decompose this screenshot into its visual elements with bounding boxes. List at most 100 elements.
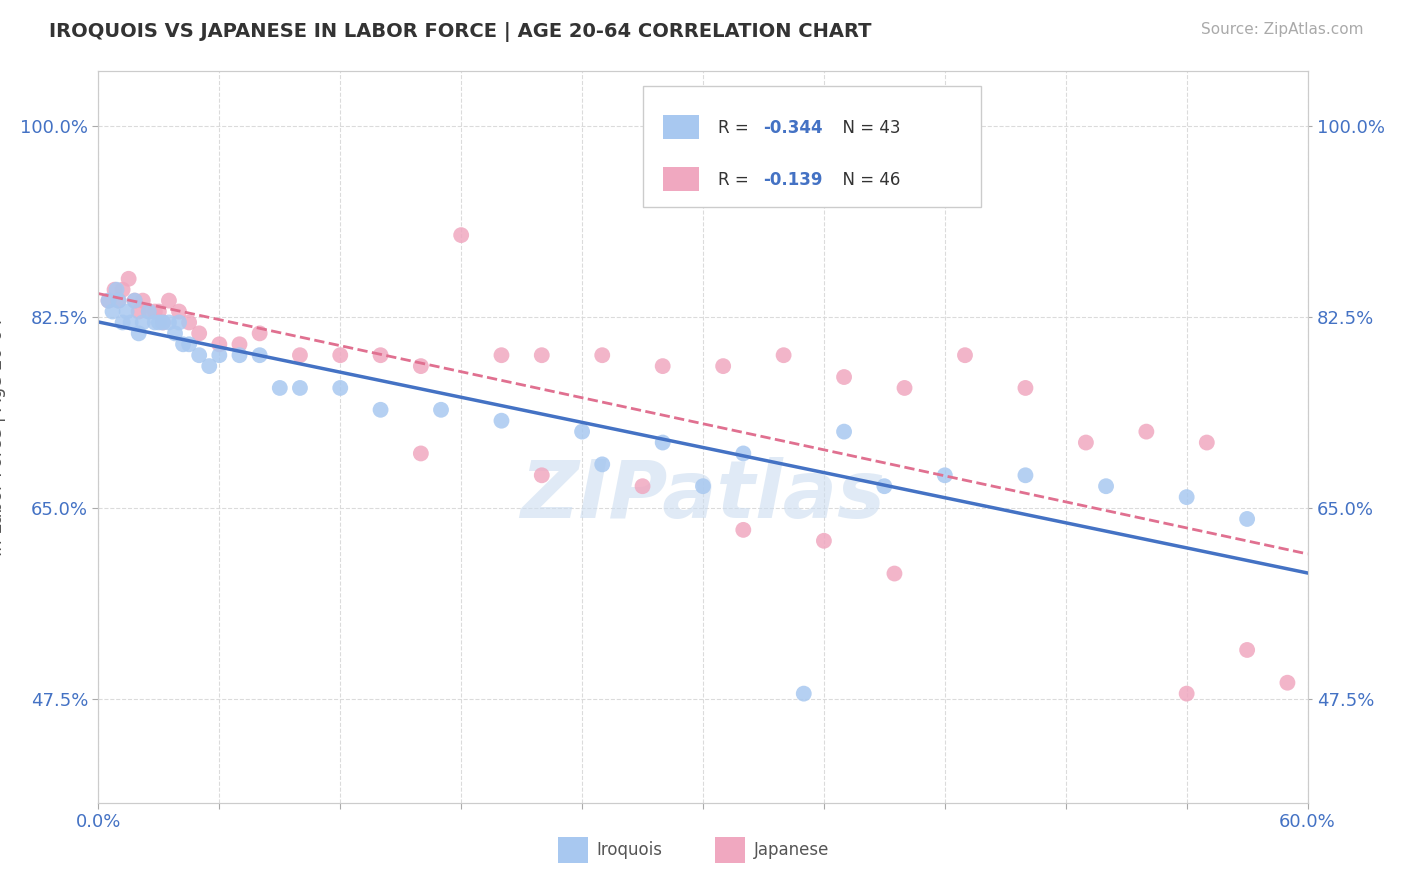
Point [179,315,201,329]
Point [1236,512,1258,526]
Point [692,479,714,493]
Point [152,315,174,329]
Point [249,348,271,362]
Point [530,348,553,362]
Point [107,293,129,308]
Point [179,337,201,351]
Point [103,283,125,297]
Text: Japanese: Japanese [754,841,830,859]
Point [132,293,155,308]
Point [1175,490,1198,504]
Point [450,228,472,243]
Point [97,293,120,308]
Point [288,348,311,362]
Point [152,315,174,329]
Point [370,348,392,362]
Point [198,359,221,373]
FancyBboxPatch shape [558,838,588,863]
Point [591,458,613,472]
Point [143,315,166,329]
Point [1074,435,1097,450]
Point [772,348,794,362]
Point [105,283,128,297]
FancyBboxPatch shape [664,167,699,191]
Point [1175,687,1198,701]
Point [115,304,138,318]
Point [329,348,352,362]
Point [188,326,211,341]
Point [1195,435,1218,450]
Point [97,293,120,308]
Text: N = 46: N = 46 [832,171,901,189]
Point [733,523,755,537]
Point [228,337,250,351]
Point [157,315,180,329]
Point [491,414,513,428]
Point [711,359,734,373]
Point [1135,425,1157,439]
Point [591,348,613,362]
Point [1277,675,1299,690]
Point [873,479,896,493]
Point [208,348,231,362]
FancyBboxPatch shape [716,838,745,863]
Point [409,446,432,460]
Point [953,348,976,362]
Point [793,687,815,701]
Point [370,402,392,417]
Point [409,359,432,373]
Point [111,283,134,297]
Point [118,272,141,286]
Point [832,370,855,384]
FancyBboxPatch shape [643,86,981,207]
Point [107,293,129,308]
Point [1095,479,1118,493]
Point [1014,381,1036,395]
Point [188,348,211,362]
Point [128,304,150,318]
Point [132,315,155,329]
Point [813,533,835,548]
Point [167,315,190,329]
Text: IROQUOIS VS JAPANESE IN LABOR FORCE | AGE 20-64 CORRELATION CHART: IROQUOIS VS JAPANESE IN LABOR FORCE | AG… [49,22,872,42]
Point [138,304,160,318]
Point [172,337,194,351]
Point [631,479,654,493]
Point [157,293,180,308]
Text: Iroquois: Iroquois [596,841,662,859]
Point [163,326,186,341]
Point [111,315,134,329]
Point [167,304,190,318]
Point [571,425,593,439]
Point [148,315,170,329]
Point [893,381,915,395]
Point [651,435,673,450]
Point [138,304,160,318]
Point [883,566,905,581]
Point [120,315,142,329]
Point [651,359,673,373]
Y-axis label: In Labor Force | Age 20-64: In Labor Force | Age 20-64 [0,318,6,557]
Point [124,293,146,308]
Point [269,381,291,395]
Point [101,304,124,318]
Point [143,304,166,318]
Point [329,381,352,395]
Point [228,348,250,362]
Point [148,304,170,318]
Point [128,326,150,341]
Text: ZIPatlas: ZIPatlas [520,457,886,534]
Point [832,425,855,439]
Text: -0.344: -0.344 [763,120,823,137]
Text: R =: R = [717,120,754,137]
Point [208,337,231,351]
Point [733,446,755,460]
Text: N = 43: N = 43 [832,120,901,137]
Point [288,381,311,395]
Point [491,348,513,362]
Point [124,293,146,308]
FancyBboxPatch shape [664,115,699,139]
Point [430,402,453,417]
Text: R =: R = [717,171,754,189]
Point [249,326,271,341]
